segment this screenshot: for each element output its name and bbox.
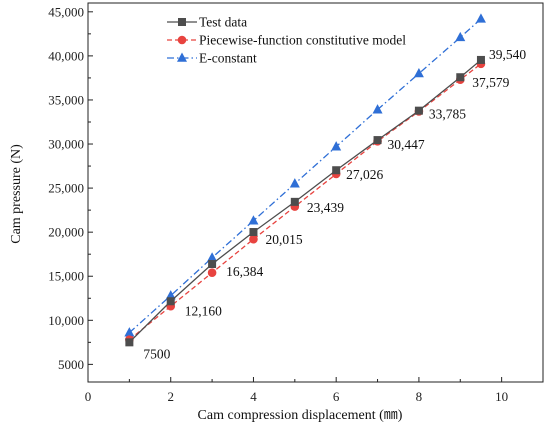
series-3-point-8 [413, 68, 424, 78]
x-axis-title: Cam compression displacement (㎜) [198, 408, 403, 423]
series-2-point-4 [249, 234, 258, 244]
legend-item-2: Piecewise-function constitutive model [167, 33, 406, 48]
data-label-4: 20,015 [265, 232, 302, 247]
series-1 [125, 55, 485, 347]
series-1-point-7 [373, 136, 382, 145]
x-tick-label-2: 2 [167, 389, 174, 404]
legend-item-1: Test data [167, 15, 247, 30]
x-tick-label-0: 0 [85, 389, 92, 404]
y-tick-label-20000: 20,000 [48, 225, 84, 240]
series-3-point-7 [372, 104, 383, 114]
legend-label-3: E-constant [199, 51, 257, 66]
data-label-1: 7500 [143, 346, 170, 361]
data-label-6: 27,026 [346, 167, 383, 182]
data-label-9: 37,579 [472, 75, 509, 90]
series-line-1 [128, 59, 482, 343]
legend-label-2: Piecewise-function constitutive model [199, 33, 406, 48]
y-tick-label-15000: 15,000 [48, 269, 84, 284]
series-1-point-10 [476, 55, 485, 64]
series-1-point-8 [414, 106, 423, 115]
legend-marker-2 [177, 35, 187, 45]
series-1-point-9 [456, 73, 465, 82]
series-3-point-4 [248, 215, 259, 225]
y-tick-label-25000: 25,000 [48, 181, 84, 196]
series-1-point-3 [208, 260, 217, 269]
legend-marker-1 [178, 18, 186, 26]
series-2-point-3 [207, 268, 217, 278]
y-tick-label-45000: 45,000 [48, 4, 84, 19]
series-1-point-2 [166, 297, 175, 306]
series-3-point-3 [207, 252, 218, 262]
series-2 [125, 59, 486, 344]
y-tick-label-10000: 10,000 [48, 313, 84, 328]
y-tick-label-5000: 5000 [58, 357, 84, 372]
y-tick-label-40000: 40,000 [48, 48, 84, 63]
plot-axes: 0 2 4 6 8 10 5000 10,000 15,000 20,000 25,000 30,00… [48, 2, 544, 404]
data-labels: 7500 12,160 16,384 20,015 23,439 27,026 30,447… [143, 47, 526, 361]
series-1-point-6 [332, 166, 341, 175]
data-label-2: 12,160 [185, 303, 222, 318]
series-3-point-1 [124, 327, 135, 337]
series-1-point-4 [249, 228, 258, 237]
data-label-5: 23,439 [307, 200, 344, 215]
legend: Test data Piecewise-function constitutive… [167, 15, 406, 66]
legend-item-3: E-constant [167, 51, 257, 66]
series-layer [124, 13, 486, 347]
x-tick-label-8: 8 [416, 389, 423, 404]
x-tick-label-4: 4 [250, 389, 257, 404]
y-axis-title: Cam pressure (N) [9, 144, 24, 244]
data-label-8: 33,785 [429, 107, 466, 122]
series-3-point-6 [331, 141, 342, 151]
series-3-point-2 [165, 290, 176, 300]
series-3 [124, 13, 486, 337]
series-3-point-5 [289, 178, 300, 188]
legend-marker-3 [177, 52, 187, 62]
y-tick-label-35000: 35,000 [48, 92, 84, 107]
data-label-10: 39,540 [489, 47, 526, 62]
series-line-3 [128, 18, 482, 334]
series-1-point-5 [290, 197, 299, 206]
data-label-3: 16,384 [226, 264, 263, 279]
plot-frame [87, 2, 544, 383]
y-tick-label-30000: 30,000 [48, 137, 84, 152]
x-tick-label-10: 10 [495, 389, 508, 404]
series-3-point-9 [455, 31, 466, 42]
x-tick-label-6: 6 [333, 389, 340, 404]
legend-label-1: Test data [199, 15, 247, 30]
data-label-7: 30,447 [388, 137, 425, 152]
series-1-point-1 [125, 338, 134, 347]
series-line-2 [128, 63, 482, 341]
series-3-point-10 [475, 13, 486, 23]
